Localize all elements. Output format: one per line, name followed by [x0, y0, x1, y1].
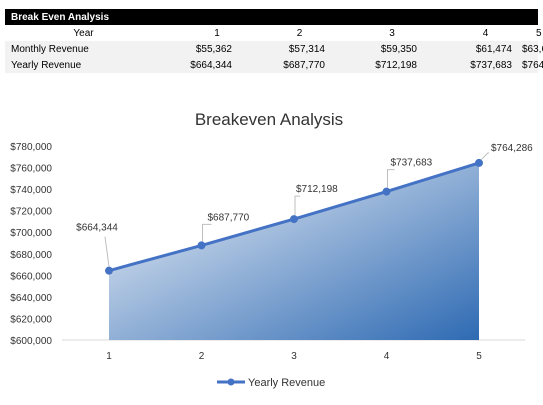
table-cell: $764,286	[522, 57, 543, 73]
legend-label: Yearly Revenue	[248, 377, 325, 389]
x-tick-label: 3	[291, 351, 297, 362]
leader-line	[294, 195, 300, 216]
y-tick-label: $660,000	[10, 271, 52, 282]
y-tick-label: $620,000	[10, 314, 52, 325]
table-header-row: Year 1 2 3 4 5	[5, 25, 542, 41]
sheet-title: Break Even Analysis	[5, 9, 538, 25]
y-axis-ticks: $600,000 $620,000 $640,000 $660,000 $680,000…	[10, 142, 52, 347]
data-point	[475, 158, 483, 167]
y-tick-label: $740,000	[10, 185, 52, 196]
header-year-3: 3	[335, 25, 427, 41]
y-tick-label: $720,000	[10, 207, 52, 218]
table-cell: $664,344	[162, 57, 242, 73]
data-point	[382, 187, 391, 196]
header-year-1: 1	[162, 25, 242, 41]
row-label: Monthly Revenue	[5, 41, 162, 57]
y-tick-label: $760,000	[10, 164, 52, 175]
header-label: Year	[5, 25, 162, 41]
y-tick-label: $640,000	[10, 293, 52, 304]
y-tick-label: $680,000	[10, 250, 52, 261]
data-labels: $664,344 $687,770 $712,198 $737,683 $764,286	[76, 143, 533, 267]
y-tick-label: $600,000	[10, 336, 52, 347]
table-cell: $687,770	[242, 57, 335, 73]
header-year-4: 4	[427, 25, 522, 41]
data-label: $737,683	[391, 158, 433, 169]
table-cell: $737,683	[427, 57, 522, 73]
x-tick-label: 2	[199, 351, 205, 362]
leader-line	[480, 152, 489, 161]
x-tick-label: 5	[476, 351, 482, 362]
chart-title: Breakeven Analysis	[195, 110, 343, 129]
header-year-5: 5	[522, 25, 542, 41]
y-tick-label: $700,000	[10, 228, 52, 239]
table-cell: $63,690	[522, 41, 543, 57]
series-area-fill	[109, 162, 479, 340]
data-point	[197, 241, 206, 250]
header-year-2: 2	[242, 25, 335, 41]
y-tick-label: $780,000	[10, 142, 52, 153]
row-label: Yearly Revenue	[5, 57, 162, 73]
series-markers	[105, 158, 483, 275]
table-row-yearly-revenue: Yearly Revenue $664,344 $687,770 $712,19…	[5, 57, 543, 73]
data-label: $712,198	[296, 184, 338, 195]
leader-line	[202, 223, 212, 242]
revenue-table: Year 1 2 3 4 5 Monthly Revenue $55,362 $…	[5, 25, 543, 73]
data-point	[290, 215, 298, 224]
legend-marker-swatch	[227, 378, 235, 386]
x-tick-label: 4	[384, 351, 390, 362]
x-axis-ticks: 1 2 3 4 5	[106, 351, 482, 362]
data-label: $687,770	[208, 212, 250, 223]
breakeven-chart: Breakeven Analysis $600,000 $620,000 $640,…	[10, 110, 533, 389]
table-cell: $712,198	[335, 57, 427, 73]
table-cell: $59,350	[335, 41, 427, 57]
table-cell: $61,474	[427, 41, 522, 57]
x-tick-label: 1	[106, 351, 112, 362]
table-cell: $57,314	[242, 41, 335, 57]
data-point	[105, 266, 113, 275]
table-row-monthly-revenue: Monthly Revenue $55,362 $57,314 $59,350 …	[5, 41, 543, 57]
data-label: $664,344	[76, 223, 118, 234]
leader-line	[387, 169, 395, 188]
revenue-sheet: Break Even Analysis Year 1 2 3 4 5 Month…	[5, 9, 543, 73]
table-cell: $55,362	[162, 41, 242, 57]
data-label: $764,286	[491, 143, 533, 154]
leader-line	[104, 236, 110, 267]
legend: Yearly Revenue	[217, 377, 325, 389]
